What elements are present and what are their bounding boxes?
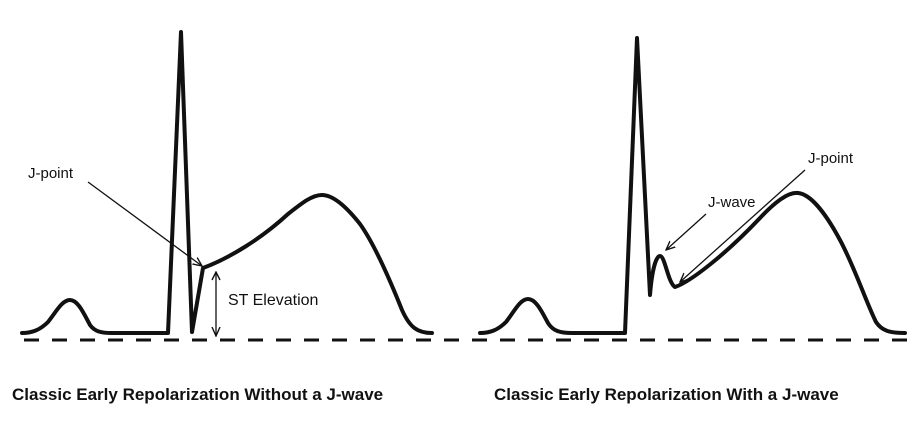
j-point-arrow-right <box>680 169 806 282</box>
ecg-trace-right <box>478 36 907 335</box>
j-point-arrow-left <box>87 181 202 266</box>
j-wave-arrow <box>666 213 707 250</box>
panel-with-j-wave: J-wave J-point <box>478 36 907 335</box>
st-elevation-label: ST Elevation <box>228 292 318 309</box>
ecg-trace-left <box>20 30 434 335</box>
caption-with-j-wave: Classic Early Repolarization With a J-wa… <box>494 385 839 404</box>
j-point-label-right: J-point <box>808 150 854 167</box>
j-point-label-left: J-point <box>28 165 74 182</box>
j-wave-label: J-wave <box>708 194 756 211</box>
panel-without-j-wave: J-point ST Elevation <box>20 30 434 336</box>
caption-without-j-wave: Classic Early Repolarization Without a J… <box>12 385 383 404</box>
